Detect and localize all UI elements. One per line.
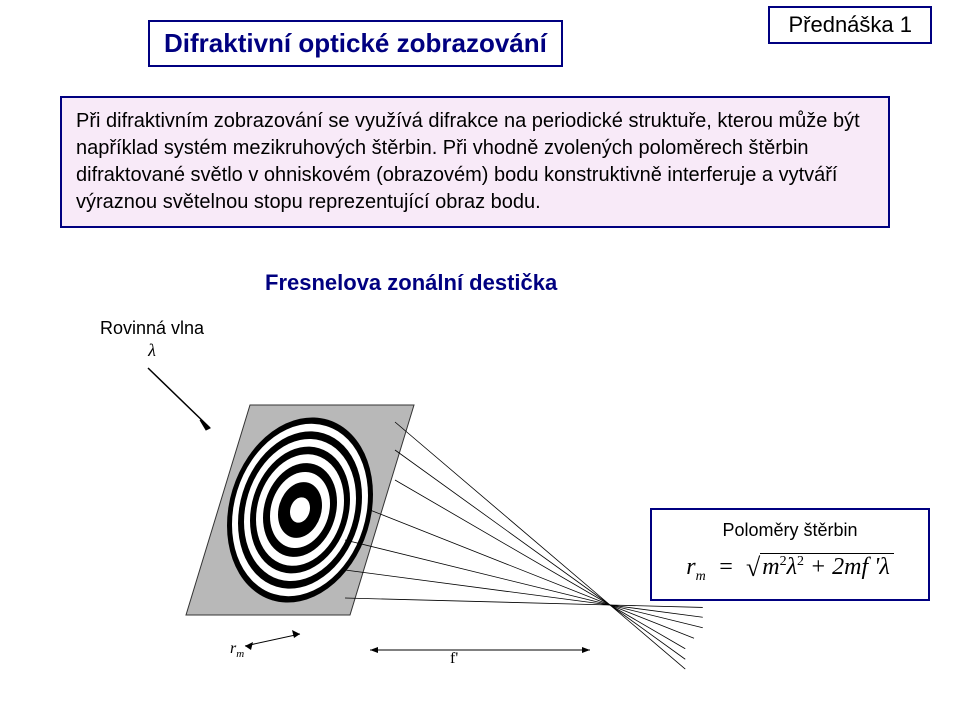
lecture-label: Přednáška 1 — [788, 12, 912, 37]
formula-box: Poloměry štěrbin rm = √m2λ2 + 2mf 'λ — [650, 508, 930, 601]
page-title-box: Difraktivní optické zobrazování — [148, 20, 563, 67]
formula: rm = √m2λ2 + 2mf 'λ — [666, 553, 914, 585]
rm-label: rm — [230, 640, 244, 660]
info-box: Při difraktivním zobrazování se využívá … — [60, 96, 890, 228]
info-text: Při difraktivním zobrazování se využívá … — [76, 108, 874, 216]
subtitle: Fresnelova zonální destička — [265, 270, 557, 296]
wave-label-text: Rovinná vlna — [100, 318, 204, 338]
f-label: f' — [450, 650, 458, 668]
lecture-box: Přednáška 1 — [768, 6, 932, 44]
page-title: Difraktivní optické zobrazování — [164, 28, 547, 58]
formula-label: Poloměry štěrbin — [666, 520, 914, 541]
